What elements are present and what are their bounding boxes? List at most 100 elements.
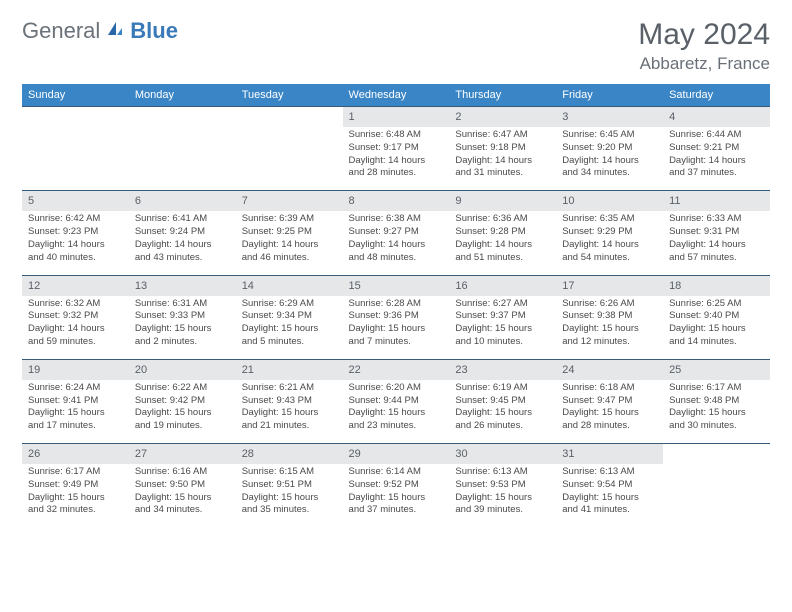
sunrise-text: Sunrise: 6:15 AM bbox=[242, 466, 337, 479]
day-cell: Sunrise: 6:17 AMSunset: 9:48 PMDaylight:… bbox=[663, 380, 770, 444]
sunrise-text: Sunrise: 6:28 AM bbox=[349, 298, 444, 311]
daylight-text: Daylight: 14 hours bbox=[242, 239, 337, 252]
data-row: Sunrise: 6:42 AMSunset: 9:23 PMDaylight:… bbox=[22, 211, 770, 275]
sunrise-text: Sunrise: 6:36 AM bbox=[455, 213, 550, 226]
day-cell: Sunrise: 6:20 AMSunset: 9:44 PMDaylight:… bbox=[343, 380, 450, 444]
daylight-text: and 26 minutes. bbox=[455, 420, 550, 433]
daylight-text: and 46 minutes. bbox=[242, 252, 337, 265]
daylight-text: and 2 minutes. bbox=[135, 336, 230, 349]
sunset-text: Sunset: 9:31 PM bbox=[669, 226, 764, 239]
daylight-text: and 51 minutes. bbox=[455, 252, 550, 265]
daylight-text: Daylight: 15 hours bbox=[455, 407, 550, 420]
day-cell: Sunrise: 6:18 AMSunset: 9:47 PMDaylight:… bbox=[556, 380, 663, 444]
day-cell: Sunrise: 6:32 AMSunset: 9:32 PMDaylight:… bbox=[22, 296, 129, 360]
daynum-row: 1234 bbox=[22, 107, 770, 128]
daynum-row: 262728293031 bbox=[22, 444, 770, 465]
sunrise-text: Sunrise: 6:18 AM bbox=[562, 382, 657, 395]
sunset-text: Sunset: 9:38 PM bbox=[562, 310, 657, 323]
sunrise-text: Sunrise: 6:20 AM bbox=[349, 382, 444, 395]
daylight-text: Daylight: 15 hours bbox=[562, 323, 657, 336]
day-cell bbox=[236, 127, 343, 191]
daylight-text: and 39 minutes. bbox=[455, 504, 550, 517]
daylight-text: Daylight: 15 hours bbox=[242, 492, 337, 505]
sunrise-text: Sunrise: 6:13 AM bbox=[562, 466, 657, 479]
day-number: 3 bbox=[556, 107, 663, 128]
day-cell: Sunrise: 6:48 AMSunset: 9:17 PMDaylight:… bbox=[343, 127, 450, 191]
daylight-text: Daylight: 15 hours bbox=[135, 492, 230, 505]
daylight-text: and 10 minutes. bbox=[455, 336, 550, 349]
day-cell: Sunrise: 6:17 AMSunset: 9:49 PMDaylight:… bbox=[22, 464, 129, 527]
sunset-text: Sunset: 9:49 PM bbox=[28, 479, 123, 492]
daynum-row: 12131415161718 bbox=[22, 275, 770, 296]
day-cell: Sunrise: 6:13 AMSunset: 9:54 PMDaylight:… bbox=[556, 464, 663, 527]
day-cell: Sunrise: 6:36 AMSunset: 9:28 PMDaylight:… bbox=[449, 211, 556, 275]
daylight-text: Daylight: 14 hours bbox=[562, 239, 657, 252]
daylight-text: Daylight: 15 hours bbox=[28, 492, 123, 505]
sunset-text: Sunset: 9:44 PM bbox=[349, 395, 444, 408]
sunset-text: Sunset: 9:54 PM bbox=[562, 479, 657, 492]
daylight-text: and 7 minutes. bbox=[349, 336, 444, 349]
day-cell: Sunrise: 6:14 AMSunset: 9:52 PMDaylight:… bbox=[343, 464, 450, 527]
day-number: 13 bbox=[129, 275, 236, 296]
sunrise-text: Sunrise: 6:13 AM bbox=[455, 466, 550, 479]
sunrise-text: Sunrise: 6:45 AM bbox=[562, 129, 657, 142]
sunset-text: Sunset: 9:52 PM bbox=[349, 479, 444, 492]
dayhead-sat: Saturday bbox=[663, 84, 770, 107]
daylight-text: and 21 minutes. bbox=[242, 420, 337, 433]
sunrise-text: Sunrise: 6:41 AM bbox=[135, 213, 230, 226]
day-number: 20 bbox=[129, 359, 236, 380]
day-number: 12 bbox=[22, 275, 129, 296]
sunrise-text: Sunrise: 6:27 AM bbox=[455, 298, 550, 311]
sunset-text: Sunset: 9:34 PM bbox=[242, 310, 337, 323]
day-cell: Sunrise: 6:25 AMSunset: 9:40 PMDaylight:… bbox=[663, 296, 770, 360]
location: Abbaretz, France bbox=[638, 54, 770, 74]
day-number: 27 bbox=[129, 444, 236, 465]
daylight-text: and 35 minutes. bbox=[242, 504, 337, 517]
day-cell: Sunrise: 6:16 AMSunset: 9:50 PMDaylight:… bbox=[129, 464, 236, 527]
day-cell: Sunrise: 6:47 AMSunset: 9:18 PMDaylight:… bbox=[449, 127, 556, 191]
daynum-row: 19202122232425 bbox=[22, 359, 770, 380]
day-number: 1 bbox=[343, 107, 450, 128]
daylight-text: Daylight: 14 hours bbox=[669, 239, 764, 252]
sunrise-text: Sunrise: 6:32 AM bbox=[28, 298, 123, 311]
sunset-text: Sunset: 9:24 PM bbox=[135, 226, 230, 239]
day-number: 22 bbox=[343, 359, 450, 380]
day-number: 18 bbox=[663, 275, 770, 296]
day-cell bbox=[22, 127, 129, 191]
dayhead-thu: Thursday bbox=[449, 84, 556, 107]
daylight-text: and 31 minutes. bbox=[455, 167, 550, 180]
sunset-text: Sunset: 9:43 PM bbox=[242, 395, 337, 408]
daylight-text: and 28 minutes. bbox=[562, 420, 657, 433]
day-cell: Sunrise: 6:38 AMSunset: 9:27 PMDaylight:… bbox=[343, 211, 450, 275]
sunrise-text: Sunrise: 6:14 AM bbox=[349, 466, 444, 479]
calendar-header-row: Sunday Monday Tuesday Wednesday Thursday… bbox=[22, 84, 770, 107]
sunset-text: Sunset: 9:21 PM bbox=[669, 142, 764, 155]
day-number: 26 bbox=[22, 444, 129, 465]
sunrise-text: Sunrise: 6:38 AM bbox=[349, 213, 444, 226]
day-number bbox=[663, 444, 770, 465]
sunrise-text: Sunrise: 6:17 AM bbox=[669, 382, 764, 395]
day-cell bbox=[663, 464, 770, 527]
sunrise-text: Sunrise: 6:48 AM bbox=[349, 129, 444, 142]
day-cell: Sunrise: 6:41 AMSunset: 9:24 PMDaylight:… bbox=[129, 211, 236, 275]
daylight-text: Daylight: 14 hours bbox=[135, 239, 230, 252]
sunset-text: Sunset: 9:42 PM bbox=[135, 395, 230, 408]
daylight-text: and 28 minutes. bbox=[349, 167, 444, 180]
sunset-text: Sunset: 9:40 PM bbox=[669, 310, 764, 323]
daylight-text: Daylight: 15 hours bbox=[349, 323, 444, 336]
daylight-text: and 37 minutes. bbox=[349, 504, 444, 517]
daylight-text: Daylight: 14 hours bbox=[669, 155, 764, 168]
daylight-text: Daylight: 15 hours bbox=[135, 323, 230, 336]
daylight-text: Daylight: 15 hours bbox=[455, 323, 550, 336]
daylight-text: Daylight: 15 hours bbox=[562, 407, 657, 420]
daylight-text: Daylight: 14 hours bbox=[455, 155, 550, 168]
sunset-text: Sunset: 9:18 PM bbox=[455, 142, 550, 155]
daylight-text: Daylight: 15 hours bbox=[349, 492, 444, 505]
daylight-text: and 34 minutes. bbox=[135, 504, 230, 517]
day-cell: Sunrise: 6:24 AMSunset: 9:41 PMDaylight:… bbox=[22, 380, 129, 444]
daylight-text: and 59 minutes. bbox=[28, 336, 123, 349]
daylight-text: and 12 minutes. bbox=[562, 336, 657, 349]
daylight-text: and 5 minutes. bbox=[242, 336, 337, 349]
sunrise-text: Sunrise: 6:24 AM bbox=[28, 382, 123, 395]
daylight-text: and 54 minutes. bbox=[562, 252, 657, 265]
